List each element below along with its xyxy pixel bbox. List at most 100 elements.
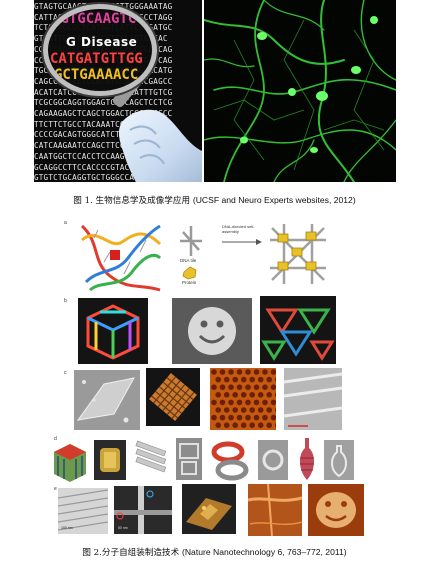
dna-sequence-line: TTCTTCTGCCTACAAATCCACCACCATAG xyxy=(34,119,173,129)
hexagonal-pore xyxy=(232,376,238,383)
protein-icon xyxy=(182,266,197,280)
hexagonal-pore xyxy=(211,414,217,421)
hexagonal-pore xyxy=(266,376,272,383)
tem-inset-image xyxy=(176,438,202,480)
hexagonal-pore xyxy=(274,422,276,428)
hexagonal-pore xyxy=(219,369,226,375)
gold-nanostructure-image xyxy=(94,440,126,480)
hexagonal-pore xyxy=(274,407,276,413)
figure-1: GTAGTGCAAGTCCATCCCTTGGGAAATAGCATTAGCATCG… xyxy=(34,0,396,182)
nanowire-sem-image: 50 nm xyxy=(114,486,172,534)
hexagonal-pore xyxy=(223,376,230,383)
hexagonal-pore xyxy=(262,384,268,390)
hexagonal-pore xyxy=(236,384,243,390)
hexagonal-pore xyxy=(270,384,276,390)
scale-bar-label: 100 nm xyxy=(61,526,73,530)
hexagonal-pore xyxy=(240,376,247,383)
dna-sequence-line: CAGAAGAGCTCAGCTGGACTGGCCACGCC xyxy=(34,109,173,119)
nanotube-tem-image xyxy=(284,368,342,430)
figure-1-caption-zh: 图 1. 生物信息学及成像学应用 xyxy=(73,196,191,206)
hexagonal-pore xyxy=(236,399,243,406)
magnifying-glass: AGTGCAAGTC G Disease CATGATGTTGG GCTGAAA… xyxy=(43,4,157,96)
hexagonal-pore xyxy=(211,369,217,375)
hexagonal-pore xyxy=(219,384,226,390)
afm-origami-face-image xyxy=(308,484,364,536)
hexagonal-pore xyxy=(262,414,268,421)
hexagonal-pore xyxy=(223,392,230,398)
dna-cube-render xyxy=(78,298,148,364)
dna-brick-block-render xyxy=(54,444,86,482)
magnified-disease-word: G Disease xyxy=(66,35,138,49)
hexagonal-pore xyxy=(266,422,272,428)
hexagonal-pore xyxy=(249,422,255,428)
panel-label-b: b xyxy=(64,298,67,304)
self-assembly-label: DNA-directed self-assembly xyxy=(222,224,255,234)
ring-tem-image xyxy=(258,440,288,480)
dna-sequence-line: CATCAAGAATCCAGCTTCCTGTAGTGTTG xyxy=(34,141,173,151)
dna-array-tem-image: 100 nm xyxy=(58,488,108,534)
hexagonal-pore xyxy=(240,422,247,428)
panel-label-a: a xyxy=(64,220,67,226)
hexagonal-pore xyxy=(245,414,251,421)
hexagonal-pore xyxy=(245,369,251,375)
hexagonal-pore xyxy=(232,407,238,413)
dna-tile-label: DNA tile xyxy=(180,258,197,263)
hexagonal-pore xyxy=(228,369,234,375)
magnified-sequence-line: GCTGAAAACC xyxy=(54,67,139,83)
hexagonal-pore xyxy=(262,399,268,406)
hexagonal-pore xyxy=(232,392,238,398)
hexagonal-pore xyxy=(228,414,234,421)
panel-label-e: e xyxy=(54,486,57,492)
hexagonal-pore xyxy=(257,376,264,383)
figure-2-caption: 图 2.分子自组装制造技术 (Nature Nanotechnology 6, … xyxy=(0,546,429,558)
hexagonal-pore xyxy=(249,392,255,398)
hexagonal-pore xyxy=(253,399,260,406)
scale-bar-label: 50 nm xyxy=(118,526,128,530)
dna-sequence-line: CCCCGACAGTGGGCATCTCGGCAGCCCAC xyxy=(34,130,173,140)
afm-3d-image xyxy=(182,484,236,534)
afm-ribbon-image xyxy=(74,370,140,430)
dna-grid-render xyxy=(146,368,200,426)
hexagonal-pore xyxy=(219,399,226,406)
figure-1-caption-en: (UCSF and Neuro Experts websites, 2012) xyxy=(192,195,356,205)
hexagonal-pore xyxy=(253,369,260,375)
hexagonal-pore xyxy=(240,392,247,398)
figure-1-caption: 图 1. 生物信息学及成像学应用 (UCSF and Neuro Experts… xyxy=(0,194,429,206)
hexagonal-pore xyxy=(257,422,264,428)
hexagonal-pore xyxy=(274,392,276,398)
hexagonal-pore xyxy=(270,369,276,375)
hexagonal-array-image xyxy=(210,368,276,430)
protein-label: Protein xyxy=(182,280,197,285)
hexagonal-pore xyxy=(219,414,226,421)
hexagonal-pore xyxy=(257,392,264,398)
arrow-icon xyxy=(222,239,262,245)
hexagonal-pore xyxy=(245,384,251,390)
hexagonal-pore xyxy=(211,399,217,406)
hexagonal-pore xyxy=(215,376,221,383)
hexagonal-pore xyxy=(228,399,234,406)
figure-2: a DNA tile Protein DNA-directed self-ass… xyxy=(54,216,372,536)
hexagonal-pore xyxy=(266,392,272,398)
dna-sequence-line: GTGTCTGCAGGTGCTGGGCCACTCCCCAC xyxy=(34,173,173,182)
hexagonal-pore xyxy=(215,422,221,428)
hexagonal-pore xyxy=(236,369,243,375)
hexagonal-pore xyxy=(262,369,268,375)
panel-label-c: c xyxy=(64,370,67,376)
dna-sequence-line: CAATGGCTCCACCTCCAAGCCCGCAGGTG xyxy=(34,151,173,161)
magnified-sequence-line: CATGATGTTGG xyxy=(50,51,143,67)
dna-tile-icon xyxy=(180,226,202,256)
dna-sequence-line: GCAGGCCTTCCACCCCGTACTCCGTGCGG xyxy=(34,162,173,172)
panel-label-d: d xyxy=(54,436,57,442)
hexagonal-pore xyxy=(223,407,230,413)
hexagonal-pore xyxy=(266,407,272,413)
hexagonal-pore xyxy=(236,414,243,421)
dna-sequence-line: TCGCGGCAGGTGGAGTCACCAGCTCCTCG xyxy=(34,98,173,108)
gloved-hand-illustration xyxy=(112,78,202,182)
dna-double-helix-drawing xyxy=(80,224,162,292)
hexagonal-pore xyxy=(253,414,260,421)
afm-strands-image xyxy=(248,484,302,536)
hexagonal-pore xyxy=(274,377,276,382)
hexagonal-pore xyxy=(215,407,221,413)
magnified-sequence-line: AGTGCAAGTC xyxy=(52,11,137,27)
dna-crystal-lattice-render xyxy=(260,296,336,364)
